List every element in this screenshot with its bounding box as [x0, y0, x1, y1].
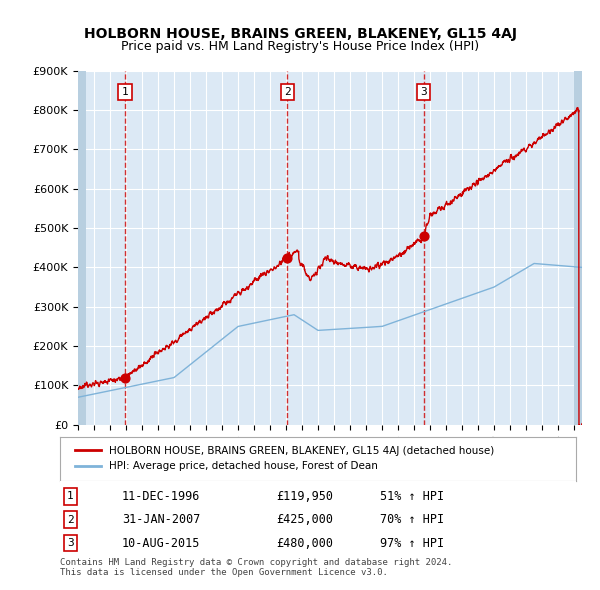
- Text: 2: 2: [67, 515, 74, 525]
- Legend: HOLBORN HOUSE, BRAINS GREEN, BLAKENEY, GL15 4AJ (detached house), HPI: Average p: HOLBORN HOUSE, BRAINS GREEN, BLAKENEY, G…: [70, 442, 499, 476]
- Point: [120, 373, 130, 382]
- Text: 51% ↑ HPI: 51% ↑ HPI: [380, 490, 444, 503]
- Text: Contains HM Land Registry data © Crown copyright and database right 2024.
This d: Contains HM Land Registry data © Crown c…: [60, 558, 452, 577]
- Text: HOLBORN HOUSE, BRAINS GREEN, BLAKENEY, GL15 4AJ: HOLBORN HOUSE, BRAINS GREEN, BLAKENEY, G…: [83, 27, 517, 41]
- Text: 31-JAN-2007: 31-JAN-2007: [122, 513, 200, 526]
- Text: 2: 2: [284, 87, 290, 97]
- Point: [283, 253, 292, 263]
- Text: £480,000: £480,000: [277, 537, 334, 550]
- Text: 1: 1: [67, 491, 74, 502]
- Point: [419, 231, 428, 241]
- Text: £119,950: £119,950: [277, 490, 334, 503]
- Text: 70% ↑ HPI: 70% ↑ HPI: [380, 513, 444, 526]
- Bar: [574, 71, 582, 425]
- Text: 1: 1: [122, 87, 128, 97]
- Text: £425,000: £425,000: [277, 513, 334, 526]
- Text: 97% ↑ HPI: 97% ↑ HPI: [380, 537, 444, 550]
- Text: Price paid vs. HM Land Registry's House Price Index (HPI): Price paid vs. HM Land Registry's House …: [121, 40, 479, 53]
- Text: 3: 3: [67, 538, 74, 548]
- Bar: [78, 71, 86, 425]
- Text: 10-AUG-2015: 10-AUG-2015: [122, 537, 200, 550]
- Text: 11-DEC-1996: 11-DEC-1996: [122, 490, 200, 503]
- Text: 3: 3: [421, 87, 427, 97]
